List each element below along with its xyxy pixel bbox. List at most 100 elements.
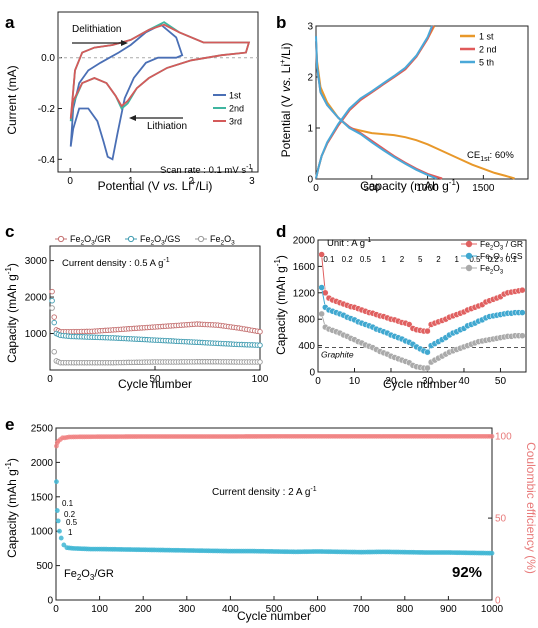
- panel-a-xlabel-p3: Li: [178, 179, 191, 193]
- panel-d-legend-label-part: 3: [500, 270, 504, 276]
- panel-c-legend-label-part: O: [224, 234, 231, 244]
- panel-e-xlabel: Cycle number: [237, 609, 311, 623]
- panel-e-xtick-label: 200: [135, 604, 152, 615]
- panel-d-ytick-label: 0: [309, 368, 315, 379]
- panel-b-ce-value: : 60%: [490, 150, 515, 161]
- panel-c-legend-label-part: 2: [221, 240, 225, 247]
- panel-b-legend-label: 1 st: [479, 32, 494, 42]
- panel-c-legend-marker: [127, 235, 135, 243]
- panel-e-capacity-point: [61, 542, 67, 548]
- panel-d-label: d: [276, 222, 286, 241]
- panel-c-legend-marker: [197, 235, 205, 243]
- panel-d-ytick-label: 400: [298, 341, 315, 352]
- panel-b-ylabel-p5: /Li): [279, 43, 293, 60]
- panel-c-legend-label-part: Fe: [70, 234, 81, 244]
- panel-a-legend-label: 1st: [229, 91, 242, 101]
- panel-d-unit-sup: -1: [365, 237, 371, 244]
- panel-c-label: c: [5, 222, 14, 241]
- panel-d-rate-label: 2: [436, 255, 441, 264]
- panel-e-xtick-label: 700: [353, 604, 370, 615]
- panel-c-legend-label-part: O: [154, 234, 161, 244]
- panel-c-legend-label-part: 2: [81, 240, 85, 247]
- panel-d-rate-label: 0.5: [469, 255, 481, 264]
- panel-c-xtick-label: 0: [47, 374, 53, 385]
- panel-c-series: [49, 288, 263, 366]
- panel-b-charge-1st: [315, 25, 436, 179]
- panel-d-legend-marker: [465, 252, 473, 260]
- panel-c-legend-label-part: Fe: [140, 234, 151, 244]
- panel-d-rate-label: 2: [400, 255, 405, 264]
- panel-e-y2tick-label: 0: [495, 596, 501, 607]
- panel-b-ylabel: Potential (V vs. Li+/Li): [278, 43, 293, 158]
- panel-e-xtick-label: 0: [53, 604, 59, 615]
- panel-e-sample-label: Fe2O3/GR: [64, 568, 114, 582]
- panel-e-ytick-label: 2500: [31, 424, 54, 435]
- panel-c-ytick-label: 2000: [25, 293, 48, 304]
- panel-e-y2label: Coulombic efficiency (%): [524, 442, 538, 574]
- panel-b-charge-5th: [315, 25, 433, 179]
- panel-d-rate-label: 1: [381, 255, 386, 264]
- panel-c-point: [257, 359, 263, 365]
- panel-d-rate-label: 0.1: [323, 255, 335, 264]
- panel-b-discharge-1st: [315, 41, 515, 180]
- panel-e-current-density-sup: -1: [310, 486, 316, 493]
- panel-d-legend-label-part: 3: [500, 258, 504, 264]
- panel-c-point: [49, 305, 55, 311]
- panel-d-unit: Unit : A g-1: [327, 237, 371, 249]
- panel-b-xtick-label: 500: [363, 183, 380, 194]
- panel-d-legend-label-part: O: [493, 263, 500, 273]
- panel-e-xtick-label: 500: [266, 604, 283, 615]
- panel-d-series: [318, 251, 526, 372]
- panel-c-xtick-label: 50: [149, 374, 161, 385]
- panel-d-legend-marker: [465, 240, 473, 248]
- panel-e-efficiency-point: [489, 433, 495, 439]
- panel-a-scan-rate-text: Scan rate : 0.1 mV s: [160, 165, 246, 176]
- panel-d-point: [318, 251, 325, 258]
- panel-d-legend-label-part: 3: [500, 246, 504, 252]
- panel-e-rate-label: 1: [68, 528, 73, 537]
- panel-d-frame: [317, 239, 527, 373]
- panel-b-ylabel-p1: Potential (V: [279, 92, 293, 157]
- panel-b-xlabel-p1: Capacity (mAh g: [360, 179, 449, 193]
- panel-c-xtick-label: 100: [252, 374, 269, 385]
- panel-b-ylabel-p2: vs.: [279, 77, 293, 92]
- panel-a-xtick-label: 3: [249, 176, 255, 187]
- panel-b-legend-label: 2 nd: [479, 45, 497, 55]
- panel-a-ytick-label: -0.2: [38, 104, 56, 115]
- panel-d-ylabel-p1: Capacity (mAh g: [274, 266, 288, 355]
- panel-e-current-density-text: Current density : 2 A g: [212, 487, 310, 498]
- panel-b-ce-sub: 1st: [480, 156, 489, 163]
- panel-a-lithiation-label: Lithiation: [147, 121, 187, 132]
- panel-d-legend-label-part: O: [493, 239, 500, 249]
- panel-c-point: [51, 319, 57, 326]
- panel-d-point: [318, 284, 325, 291]
- panel-e-xtick-label: 600: [309, 604, 326, 615]
- panel-d-legend-label: Fe2O3 / GS: [480, 251, 523, 264]
- panel-e-plot: 0 100 200 300 400 500 600 700 800 900 100005001000…: [31, 424, 512, 616]
- panel-a-ytick-label: 0.0: [41, 53, 55, 64]
- panel-d-point: [424, 364, 431, 372]
- panel-d-point: [424, 348, 431, 356]
- panel-b-ylabel-p4: +: [278, 59, 287, 64]
- panel-e-retention: 92%: [452, 564, 482, 581]
- panel-e-sample-p4: 3: [90, 573, 95, 582]
- panel-e-rate-label: 0.1: [62, 499, 74, 508]
- panel-a-ytick-label: -0.4: [38, 155, 56, 166]
- panel-b-plot: 0 500 1000 1500 0 1 2 3: [307, 22, 529, 194]
- panel-d-legend-label-part: Fe: [480, 251, 490, 261]
- panel-d-xtick-label: 20: [385, 376, 397, 387]
- panel-b-xtick-label: 1000: [416, 183, 439, 194]
- panel-a-frame: [57, 11, 259, 173]
- panel-e-rate-labels: 0.1 0.20.51: [62, 499, 78, 537]
- panel-d-point: [318, 310, 325, 318]
- panel-b-series: [315, 25, 515, 180]
- panel-b-ytick-label: 0: [307, 175, 313, 186]
- panel-c-point: [49, 288, 55, 295]
- panel-c-legend-label-part: /GR: [95, 234, 112, 244]
- panel-c-ylabel-p3: ): [5, 263, 19, 267]
- panel-d-unit-text: Unit : A g: [327, 238, 365, 249]
- panel-c-ylabel-p1: Capacity (mAh g: [5, 274, 19, 363]
- panel-d-plot: 0 10 20 30 40 50 0 400 800 1200 1600 2000 Graphite 0.…: [293, 236, 527, 387]
- panel-d-xtick-label: 50: [495, 376, 507, 387]
